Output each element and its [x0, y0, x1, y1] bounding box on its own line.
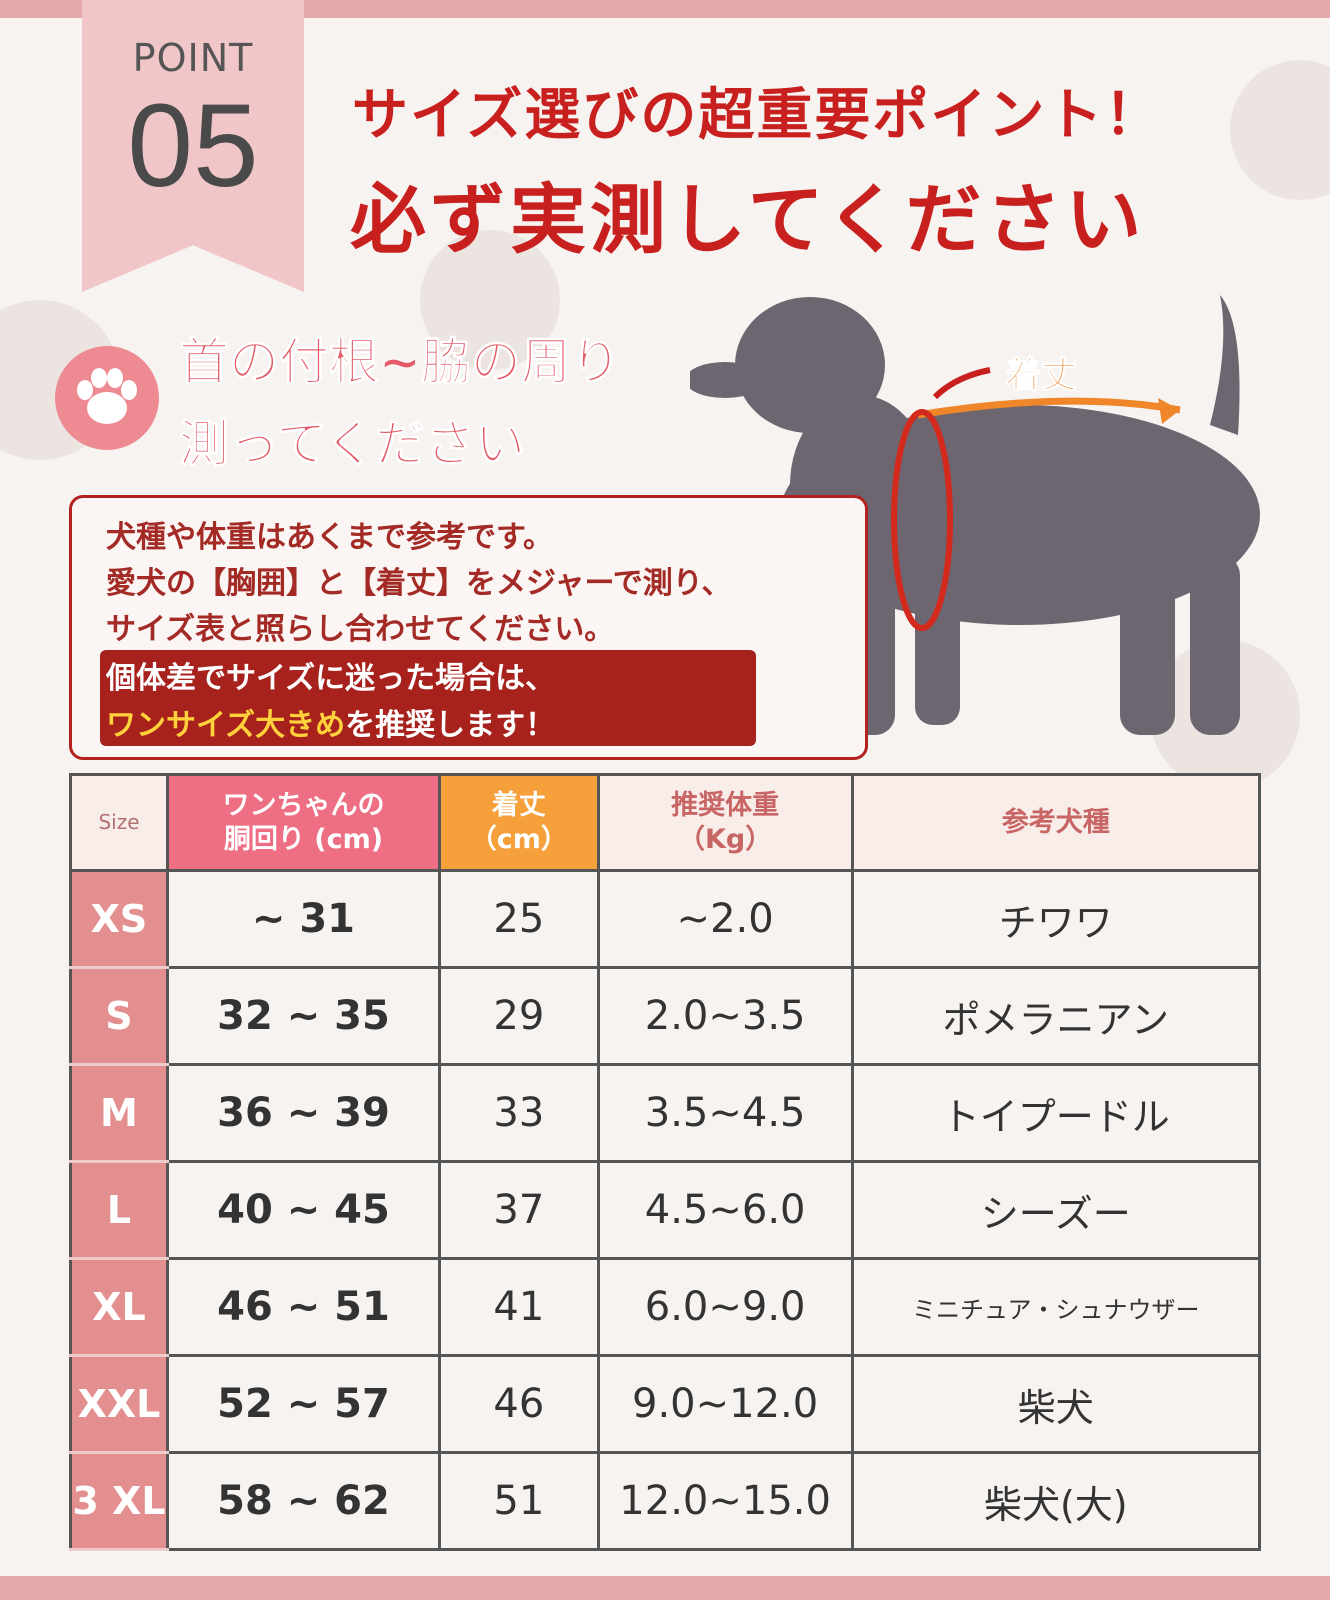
- note-line: 犬種や体重はあくまで参考です。: [106, 520, 553, 555]
- chest-cell: ~ 31: [165, 869, 442, 969]
- top-band: [0, 0, 1330, 18]
- headline: サイズ選びの超重要ポイント！: [352, 83, 1163, 148]
- header-weight-2: （Kg）: [678, 823, 773, 855]
- bg-dot: [1230, 60, 1330, 200]
- size-cell: M: [69, 1063, 169, 1163]
- note-line: 愛犬の【胸囲】と【着丈】をメジャーで測り、: [106, 566, 732, 601]
- measure-instruction-2: 測ってください: [179, 415, 526, 474]
- chest-cell: 58 ~ 62: [165, 1451, 442, 1551]
- chest-cell: 46 ~ 51: [165, 1257, 442, 1357]
- point-label: POINT: [132, 36, 254, 80]
- chest-cell: 32 ~ 35: [165, 966, 442, 1066]
- weight-cell: 9.0~12.0: [596, 1354, 854, 1454]
- size-cell: XS: [69, 869, 169, 969]
- weight-cell: 3.5~4.5: [596, 1063, 854, 1163]
- weight-cell: 2.0~3.5: [596, 966, 854, 1066]
- header-chest-1: ワンちゃんの: [222, 789, 385, 821]
- size-cell: 3 XL: [69, 1451, 169, 1551]
- table-row: XXL 52 ~ 57 46 9.0~12.0 柴犬: [69, 1354, 1262, 1454]
- bottom-band: [0, 1576, 1330, 1600]
- size-cell: XXL: [69, 1354, 169, 1454]
- recommendation-emphasis: ワンサイズ大きめ: [106, 708, 346, 743]
- table-row: XL 46 ~ 51 41 6.0~9.0 ミニチュア・シュナウザー: [69, 1257, 1262, 1357]
- recommendation-line-2: ワンサイズ大きめを推奨します！: [106, 700, 555, 744]
- breed-cell: トイプードル: [850, 1063, 1262, 1163]
- table-row: L 40 ~ 45 37 4.5~6.0 シーズー: [69, 1160, 1262, 1260]
- chest-cell: 52 ~ 57: [165, 1354, 442, 1454]
- recommendation-box: 個体差でサイズに迷った場合は、 ワンサイズ大きめを推奨します！: [100, 650, 756, 746]
- measure-instruction: 首の付根~脇の周り: [179, 333, 622, 392]
- breed-cell: ミニチュア・シュナウザー: [850, 1257, 1262, 1357]
- length-cell: 41: [438, 1257, 600, 1357]
- header-length-1: 着丈: [491, 789, 546, 821]
- length-cell: 29: [438, 966, 600, 1066]
- table-row: XS ~ 31 25 ~2.0 チワワ: [69, 869, 1262, 969]
- table-row: S 32 ~ 35 29 2.0~3.5 ポメラニアン: [69, 966, 1262, 1066]
- size-cell: XL: [69, 1257, 169, 1357]
- point-badge: POINT 05: [82, 0, 304, 292]
- breed-cell: 柴犬(大): [850, 1451, 1262, 1551]
- note-line: サイズ表と照らし合わせてください。: [106, 612, 615, 647]
- size-cell: L: [69, 1160, 169, 1260]
- length-cell: 51: [438, 1451, 600, 1551]
- chest-cell: 40 ~ 45: [165, 1160, 442, 1260]
- note-box: 犬種や体重はあくまで参考です。 愛犬の【胸囲】と【着丈】をメジャーで測り、 サイ…: [69, 495, 868, 760]
- header-weight-1: 推奨体重: [671, 789, 780, 821]
- chest-cell: 36 ~ 39: [165, 1063, 442, 1163]
- header-length: 着丈 （cm）: [438, 773, 600, 872]
- headline-main: 必ず実測してください: [350, 175, 1146, 264]
- paw-icon: [55, 346, 159, 450]
- breed-cell: 柴犬: [850, 1354, 1262, 1454]
- weight-cell: 4.5~6.0: [596, 1160, 854, 1260]
- size-cell: S: [69, 966, 169, 1066]
- table-header-row: Size ワンちゃんの 胴回り (cm) 着丈 （cm） 推奨体重 （Kg） 参考犬種: [69, 773, 1262, 872]
- breed-cell: シーズー: [850, 1160, 1262, 1260]
- length-cell: 25: [438, 869, 600, 969]
- recommendation-rest: を推奨します！: [345, 708, 556, 743]
- header-weight: 推奨体重 （Kg）: [596, 773, 854, 872]
- table-row: 3 XL 58 ~ 62 51 12.0~15.0 柴犬(大): [69, 1451, 1262, 1551]
- length-label: 着丈: [1005, 355, 1077, 396]
- weight-cell: ~2.0: [596, 869, 854, 969]
- size-table: Size ワンちゃんの 胴回り (cm) 着丈 （cm） 推奨体重 （Kg） 参考犬種…: [69, 773, 1262, 1551]
- header-length-2: （cm）: [469, 823, 568, 855]
- weight-cell: 6.0~9.0: [596, 1257, 854, 1357]
- header-chest: ワンちゃんの 胴回り (cm): [165, 773, 442, 872]
- breed-cell: チワワ: [850, 869, 1262, 969]
- length-cell: 37: [438, 1160, 600, 1260]
- bg-dot: [420, 230, 560, 370]
- length-cell: 33: [438, 1063, 600, 1163]
- table-row: M 36 ~ 39 33 3.5~4.5 トイプードル: [69, 1063, 1262, 1163]
- header-chest-2: 胴回り (cm): [223, 823, 384, 855]
- length-cell: 46: [438, 1354, 600, 1454]
- header-size: Size: [69, 773, 169, 872]
- header-breed: 参考犬種: [850, 773, 1262, 872]
- recommendation-line: 個体差でサイズに迷った場合は、: [106, 661, 556, 696]
- point-number: 05: [127, 80, 259, 212]
- weight-cell: 12.0~15.0: [596, 1451, 854, 1551]
- breed-cell: ポメラニアン: [850, 966, 1262, 1066]
